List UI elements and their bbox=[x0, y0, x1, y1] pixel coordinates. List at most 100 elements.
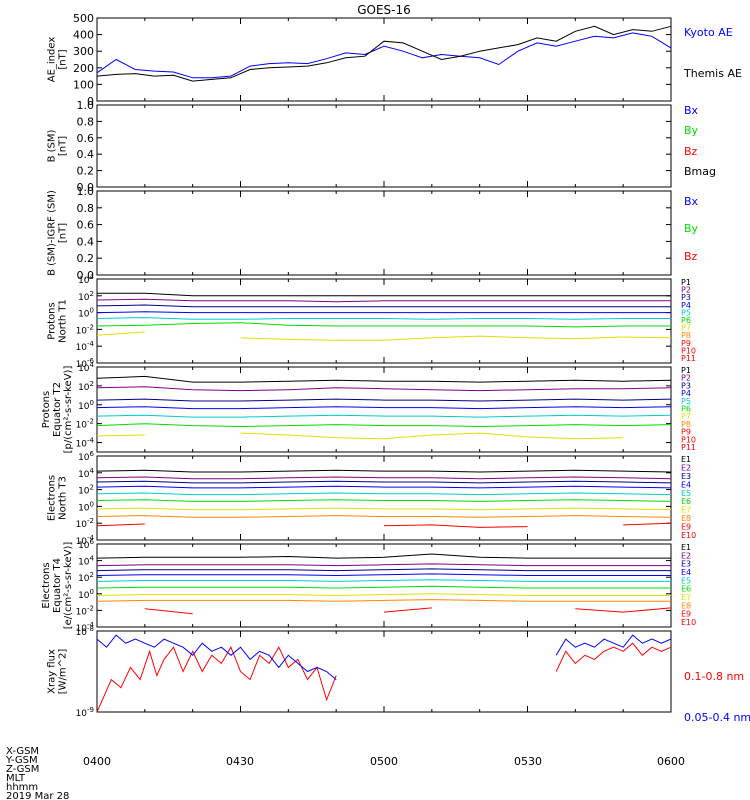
y-tick-label: 102 bbox=[78, 290, 94, 303]
series-line-protons_t1-p1 bbox=[97, 292, 671, 297]
legend-protons_t2-p10: P10 bbox=[681, 435, 696, 444]
y-tick-label: 0.0 bbox=[77, 181, 95, 194]
y-tick-label: 0.6 bbox=[77, 132, 95, 145]
legend-protons_t1-p8: P8 bbox=[681, 331, 691, 340]
legend-electrons_t4-e6: E6 bbox=[681, 585, 691, 594]
legend-protons_t2-p3: P3 bbox=[681, 381, 691, 390]
series-line-electrons_t4-e1 bbox=[96, 553, 671, 559]
y-tick-label: 100 bbox=[78, 307, 94, 320]
series-line-xray-0-05-0-4-nm bbox=[96, 634, 672, 680]
legend-xray-0-1-0-8-nm: 0.1-0.8 nm bbox=[684, 670, 744, 683]
y-tick-label: 100 bbox=[78, 399, 94, 412]
legend-bigrf-bz: Bz bbox=[684, 250, 698, 263]
y-axis-label: [nT] bbox=[58, 49, 69, 69]
series-line-electrons_t4-e7 bbox=[96, 593, 671, 597]
y-tick-label: 106 bbox=[78, 450, 94, 463]
y-axis-label: Protons bbox=[47, 302, 58, 339]
legend-xray-0-05-0-4-nm: 0.05-0.4 nm bbox=[684, 711, 750, 724]
legend-protons_t2-p5: P5 bbox=[681, 397, 691, 406]
legend-protons_t2-p11: P11 bbox=[681, 443, 696, 452]
legend-electrons_t4-e7: E7 bbox=[681, 593, 691, 602]
time-tick-0600: 0600 bbox=[657, 755, 685, 768]
y-axis-label: [nT] bbox=[58, 223, 69, 243]
legend-bsm-bz: Bz bbox=[684, 145, 698, 158]
time-tick-0400: 0400 bbox=[83, 755, 111, 768]
y-tick-label: 500 bbox=[73, 12, 94, 25]
legend-ae-themis-ae: Themis AE bbox=[683, 67, 742, 80]
legend-electrons_t3-e2: E2 bbox=[681, 463, 691, 472]
legend-bigrf-bx: Bx bbox=[684, 195, 699, 208]
legend-protons_t2-p1: P1 bbox=[681, 366, 691, 375]
y-axis-label: [e/(cm²-s-sr-keV)] bbox=[63, 542, 74, 630]
legend-electrons_t3-e9: E9 bbox=[681, 523, 691, 532]
legend-protons_t2-p2: P2 bbox=[681, 374, 691, 383]
legend-bsm-by: By bbox=[684, 124, 699, 137]
series-line-protons_t2-p1 bbox=[96, 375, 672, 383]
legend-electrons_t4-e3: E3 bbox=[681, 560, 691, 569]
series-line-protons_t2-p3 bbox=[96, 398, 672, 402]
legend-protons_t1-p7: P7 bbox=[681, 324, 691, 333]
y-tick-label: 1.0 bbox=[77, 185, 95, 198]
series-line-protons_t1-p5 bbox=[96, 317, 671, 320]
legend-protons_t1-p3: P3 bbox=[681, 293, 691, 302]
time-tick-0500: 0500 bbox=[370, 755, 398, 768]
legend-protons_t1-p4: P4 bbox=[681, 301, 691, 310]
legend-protons_t2-p7: P7 bbox=[681, 412, 691, 421]
y-axis-label: [nT] bbox=[58, 136, 69, 156]
legend-protons_t1-p10: P10 bbox=[681, 346, 696, 355]
panel-ae: 0 100 200 300 400 500 AE_index [nT] Kyoto AE Them… bbox=[47, 12, 742, 108]
y-tick-label: 10-2 bbox=[76, 517, 94, 530]
footer-y-gsm: Y-GSM bbox=[5, 755, 38, 766]
y-axis-label: Xray flux bbox=[47, 649, 58, 694]
legend-electrons_t4-e9: E9 bbox=[681, 610, 691, 619]
y-tick-label: 300 bbox=[73, 45, 94, 58]
series-line-electrons_t4-e4 bbox=[96, 573, 671, 577]
y-tick-label: 10-2 bbox=[76, 604, 94, 617]
legend-protons_t1-p11: P11 bbox=[681, 354, 696, 363]
series-line-protons_t1-p2 bbox=[96, 298, 671, 303]
legend-bigrf-by: By bbox=[684, 222, 699, 235]
series-line-electrons_t4-e3 bbox=[96, 568, 671, 572]
footer-x-gsm: X-GSM bbox=[6, 746, 39, 757]
panel-bigrf: 0.0 0.2 0.4 0.6 0.8 1.0 B (SM)-IGRF (SM) [nT] Bx… bbox=[47, 185, 699, 282]
y-tick-label: 100 bbox=[73, 78, 94, 91]
legend-protons_t1-p2: P2 bbox=[681, 286, 691, 295]
time-axis: 0400 0430 0500 0530 0600 bbox=[83, 755, 685, 768]
y-axis-label: [W/m^2] bbox=[58, 649, 69, 695]
y-tick-label: 400 bbox=[73, 29, 94, 42]
series-line-ae-themis-ae bbox=[96, 25, 672, 82]
series-line-protons_t1-p4 bbox=[96, 311, 671, 314]
y-tick-label: 0.4 bbox=[77, 148, 95, 161]
series-line-electrons_t3-e6 bbox=[96, 499, 672, 502]
footer-hhmm: hhmm bbox=[6, 782, 38, 793]
series-line-protons_t1-p6 bbox=[96, 322, 671, 328]
y-tick-label: 0.6 bbox=[77, 219, 95, 232]
y-tick-label: 0.2 bbox=[77, 165, 95, 178]
footer-date: 2019 Mar 28 bbox=[6, 791, 69, 800]
series-line-protons_t2-p6 bbox=[96, 423, 672, 428]
y-tick-label: 102 bbox=[78, 484, 94, 497]
legend-protons_t2-p6: P6 bbox=[681, 405, 691, 414]
y-tick-label: 0 bbox=[87, 95, 94, 108]
legend-electrons_t4-e2: E2 bbox=[681, 551, 691, 560]
panel-bsm: 0.0 0.2 0.4 0.6 0.8 1.0 B (SM) [nT] Bx By Bz Bmag bbox=[47, 99, 717, 194]
y-tick-label: 200 bbox=[73, 62, 94, 75]
legend-electrons_t4-e5: E5 bbox=[681, 576, 691, 585]
legend-protons_t2-p8: P8 bbox=[681, 420, 691, 429]
y-axis-label: [p/(cm²-s-sr-keV)] bbox=[63, 366, 74, 454]
y-axis-label: Equator T2 bbox=[52, 382, 63, 437]
legend-electrons_t3-e7: E7 bbox=[681, 506, 691, 515]
legend-protons_t1-p6: P6 bbox=[681, 316, 691, 325]
y-tick-label: 102 bbox=[78, 571, 94, 584]
legend-electrons_t3-e8: E8 bbox=[681, 514, 691, 523]
series-line-electrons_t3-e7 bbox=[96, 507, 672, 511]
series-line-protons_t2-p2 bbox=[96, 386, 672, 392]
footer-z-gsm: Z-GSM bbox=[6, 764, 39, 775]
panel-frame bbox=[96, 17, 672, 102]
legend-electrons_t3-e5: E5 bbox=[681, 489, 691, 498]
